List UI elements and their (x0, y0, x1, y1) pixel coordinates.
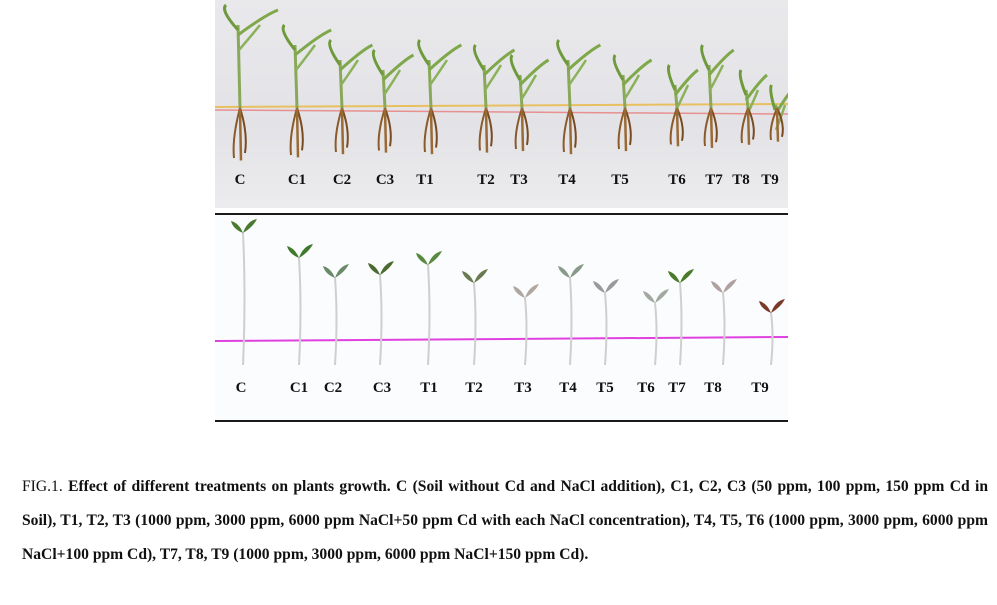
bottom-label-t3: T3 (514, 380, 532, 396)
bottom-seedling (668, 269, 694, 366)
top-label-t2: T2 (477, 172, 495, 188)
bottom-seedling (323, 264, 349, 366)
bottom-photo-panel: C C1 C2 C3 T1 T2 T3 T4 T5 T6 T7 T8 T9 (215, 213, 788, 422)
bottom-label-t2: T2 (465, 380, 483, 396)
top-seedling (556, 38, 602, 155)
bottom-label-t5: T5 (596, 380, 614, 396)
top-label-t9: T9 (761, 172, 779, 188)
top-label-t6: T6 (668, 172, 686, 188)
top-label-c: C (234, 172, 246, 188)
figure-1: C C1 C2 C3 T1 T2 T3 T4 T5 T6 T7 T8 T9 C … (215, 0, 788, 422)
top-seedling (472, 43, 516, 153)
figure-caption: FIG.1. Effect of different treatments on… (22, 470, 988, 572)
bottom-seedling (231, 219, 257, 366)
bottom-label-t6: T6 (637, 380, 655, 396)
bottom-label-t9: T9 (751, 380, 769, 396)
top-seedling (738, 69, 768, 145)
bottom-label-c1: C1 (289, 380, 309, 396)
bottom-seedling (416, 251, 442, 366)
top-plants-photo (215, 3, 788, 161)
top-label-t1: T1 (416, 172, 434, 188)
top-label-t4: T4 (558, 172, 576, 188)
top-label-t3: T3 (510, 172, 528, 188)
bottom-label-t8: T8 (704, 380, 722, 396)
bottom-plants-photo (215, 219, 788, 366)
top-seedling (769, 84, 788, 142)
top-seedling (328, 38, 374, 155)
top-seedling (281, 23, 332, 158)
bottom-seedling (287, 244, 313, 366)
bottom-label-c: C (235, 380, 247, 396)
top-seedling (700, 44, 735, 148)
bottom-seedling (462, 269, 488, 366)
top-photo-panel: C C1 C2 C3 T1 T2 T3 T4 T5 T6 T7 T8 T9 (215, 0, 788, 208)
caption-figure-number: FIG.1. (22, 478, 63, 495)
top-seedling (612, 54, 653, 152)
bottom-seedling (593, 279, 619, 366)
bottom-label-t4: T4 (559, 380, 577, 396)
top-seedling (223, 3, 279, 161)
top-label-c2: C2 (332, 172, 352, 188)
bottom-label-t7: T7 (668, 380, 686, 396)
bottom-seedling (759, 299, 785, 366)
bottom-seedling (513, 284, 539, 366)
caption-text: Effect of different treatments on plants… (22, 478, 988, 563)
bottom-label-t1: T1 (420, 380, 438, 396)
top-seedling (371, 48, 415, 153)
bottom-seedling (558, 264, 584, 366)
top-label-t5: T5 (611, 172, 629, 188)
bottom-seedling (711, 279, 737, 366)
top-label-t7: T7 (705, 172, 723, 188)
bottom-seedling (643, 289, 669, 366)
top-label-c1: C1 (287, 172, 307, 188)
bottom-label-c2: C2 (323, 380, 343, 396)
top-label-c3: C3 (375, 172, 395, 188)
top-seedling (666, 64, 699, 147)
top-seedling (417, 38, 463, 155)
bottom-seedling (368, 261, 394, 366)
top-label-t8: T8 (732, 172, 750, 188)
bottom-label-c3: C3 (372, 380, 392, 396)
top-seedling (509, 54, 550, 152)
